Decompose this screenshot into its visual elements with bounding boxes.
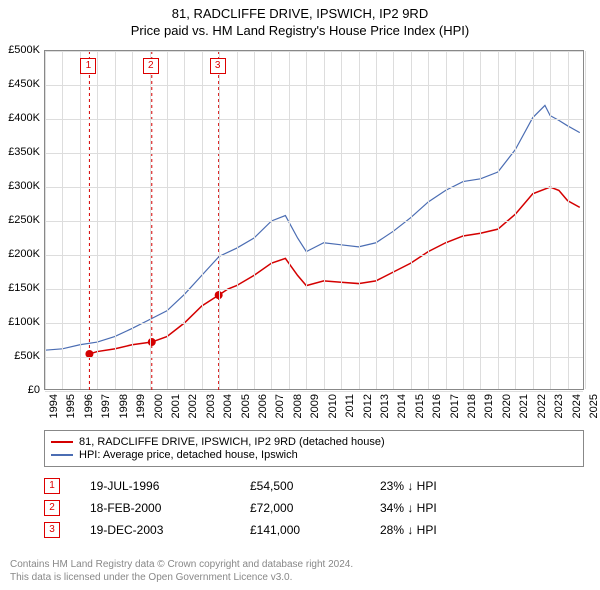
y-axis-label: £450K: [0, 78, 44, 90]
y-axis-label: £400K: [0, 112, 44, 124]
gridline-horizontal: [45, 221, 583, 222]
sale-badge: 3: [44, 522, 60, 538]
gridline-vertical: [62, 51, 63, 389]
attribution: Contains HM Land Registry data © Crown c…: [10, 558, 353, 584]
y-axis-label: £150K: [0, 282, 44, 294]
y-axis-label: £50K: [0, 350, 44, 362]
chart-title-address: 81, RADCLIFFE DRIVE, IPSWICH, IP2 9RD: [0, 6, 600, 21]
sale-delta: 34% ↓ HPI: [380, 501, 500, 515]
y-axis-label: £300K: [0, 180, 44, 192]
sale-date: 19-JUL-1996: [90, 479, 250, 493]
gridline-horizontal: [45, 51, 583, 52]
chart-legend: 81, RADCLIFFE DRIVE, IPSWICH, IP2 9RD (d…: [44, 430, 584, 467]
attribution-line-1: Contains HM Land Registry data © Crown c…: [10, 558, 353, 571]
sale-price: £54,500: [250, 479, 380, 493]
legend-label: 81, RADCLIFFE DRIVE, IPSWICH, IP2 9RD (d…: [79, 436, 385, 448]
sales-table: 1 19-JUL-1996£54,50023% ↓ HPI 2 18-FEB-2000…: [44, 472, 584, 544]
gridline-vertical: [184, 51, 185, 389]
gridline-vertical: [289, 51, 290, 389]
gridline-horizontal: [45, 119, 583, 120]
gridline-vertical: [80, 51, 81, 389]
chart-svg: [45, 51, 583, 389]
gridline-vertical: [324, 51, 325, 389]
gridline-vertical: [359, 51, 360, 389]
gridline-vertical: [97, 51, 98, 389]
gridline-horizontal: [45, 85, 583, 86]
gridline-vertical: [237, 51, 238, 389]
chart-title-subtitle: Price paid vs. HM Land Registry's House …: [0, 23, 600, 38]
gridline-vertical: [446, 51, 447, 389]
sale-date: 19-DEC-2003: [90, 523, 250, 537]
gridline-horizontal: [45, 255, 583, 256]
gridline-vertical: [376, 51, 377, 389]
y-axis-label: £250K: [0, 214, 44, 226]
sale-row: 1 19-JUL-1996£54,50023% ↓ HPI: [44, 478, 584, 494]
sale-marker-badge: 1: [80, 58, 96, 74]
y-axis-label: £0: [0, 384, 44, 396]
sale-price: £141,000: [250, 523, 380, 537]
series-line: [89, 187, 579, 354]
y-axis-label: £100K: [0, 316, 44, 328]
legend-swatch: [51, 441, 73, 443]
gridline-vertical: [115, 51, 116, 389]
gridline-vertical: [428, 51, 429, 389]
sale-row: 3 19-DEC-2003£141,00028% ↓ HPI: [44, 522, 584, 538]
gridline-horizontal: [45, 187, 583, 188]
attribution-line-2: This data is licensed under the Open Gov…: [10, 571, 353, 584]
gridline-vertical: [202, 51, 203, 389]
gridline-vertical: [411, 51, 412, 389]
sale-marker-badge: 3: [210, 58, 226, 74]
gridline-vertical: [45, 51, 46, 389]
gridline-vertical: [480, 51, 481, 389]
gridline-horizontal: [45, 391, 583, 392]
legend-row: HPI: Average price, detached house, Ipsw…: [51, 449, 577, 461]
sale-badge: 2: [44, 500, 60, 516]
sale-date: 18-FEB-2000: [90, 501, 250, 515]
y-axis-label: £200K: [0, 248, 44, 260]
gridline-horizontal: [45, 323, 583, 324]
gridline-vertical: [150, 51, 151, 389]
gridline-vertical: [515, 51, 516, 389]
legend-label: HPI: Average price, detached house, Ipsw…: [79, 449, 298, 461]
sale-marker-badge: 2: [143, 58, 159, 74]
gridline-vertical: [341, 51, 342, 389]
y-axis-label: £500K: [0, 44, 44, 56]
gridline-horizontal: [45, 289, 583, 290]
gridline-vertical: [167, 51, 168, 389]
sale-delta: 28% ↓ HPI: [380, 523, 500, 537]
price-chart: [44, 50, 584, 390]
gridline-vertical: [585, 51, 586, 389]
gridline-vertical: [550, 51, 551, 389]
gridline-vertical: [533, 51, 534, 389]
sale-badge: 1: [44, 478, 60, 494]
gridline-vertical: [498, 51, 499, 389]
y-axis-label: £350K: [0, 146, 44, 158]
gridline-vertical: [463, 51, 464, 389]
x-axis-label: 2025: [588, 394, 600, 418]
gridline-horizontal: [45, 153, 583, 154]
legend-row: 81, RADCLIFFE DRIVE, IPSWICH, IP2 9RD (d…: [51, 436, 577, 448]
gridline-vertical: [132, 51, 133, 389]
gridline-vertical: [393, 51, 394, 389]
gridline-vertical: [306, 51, 307, 389]
sale-delta: 23% ↓ HPI: [380, 479, 500, 493]
gridline-vertical: [219, 51, 220, 389]
gridline-vertical: [254, 51, 255, 389]
gridline-horizontal: [45, 357, 583, 358]
sale-price: £72,000: [250, 501, 380, 515]
gridline-vertical: [271, 51, 272, 389]
sale-row: 2 18-FEB-2000£72,00034% ↓ HPI: [44, 500, 584, 516]
legend-swatch: [51, 454, 73, 456]
gridline-vertical: [568, 51, 569, 389]
